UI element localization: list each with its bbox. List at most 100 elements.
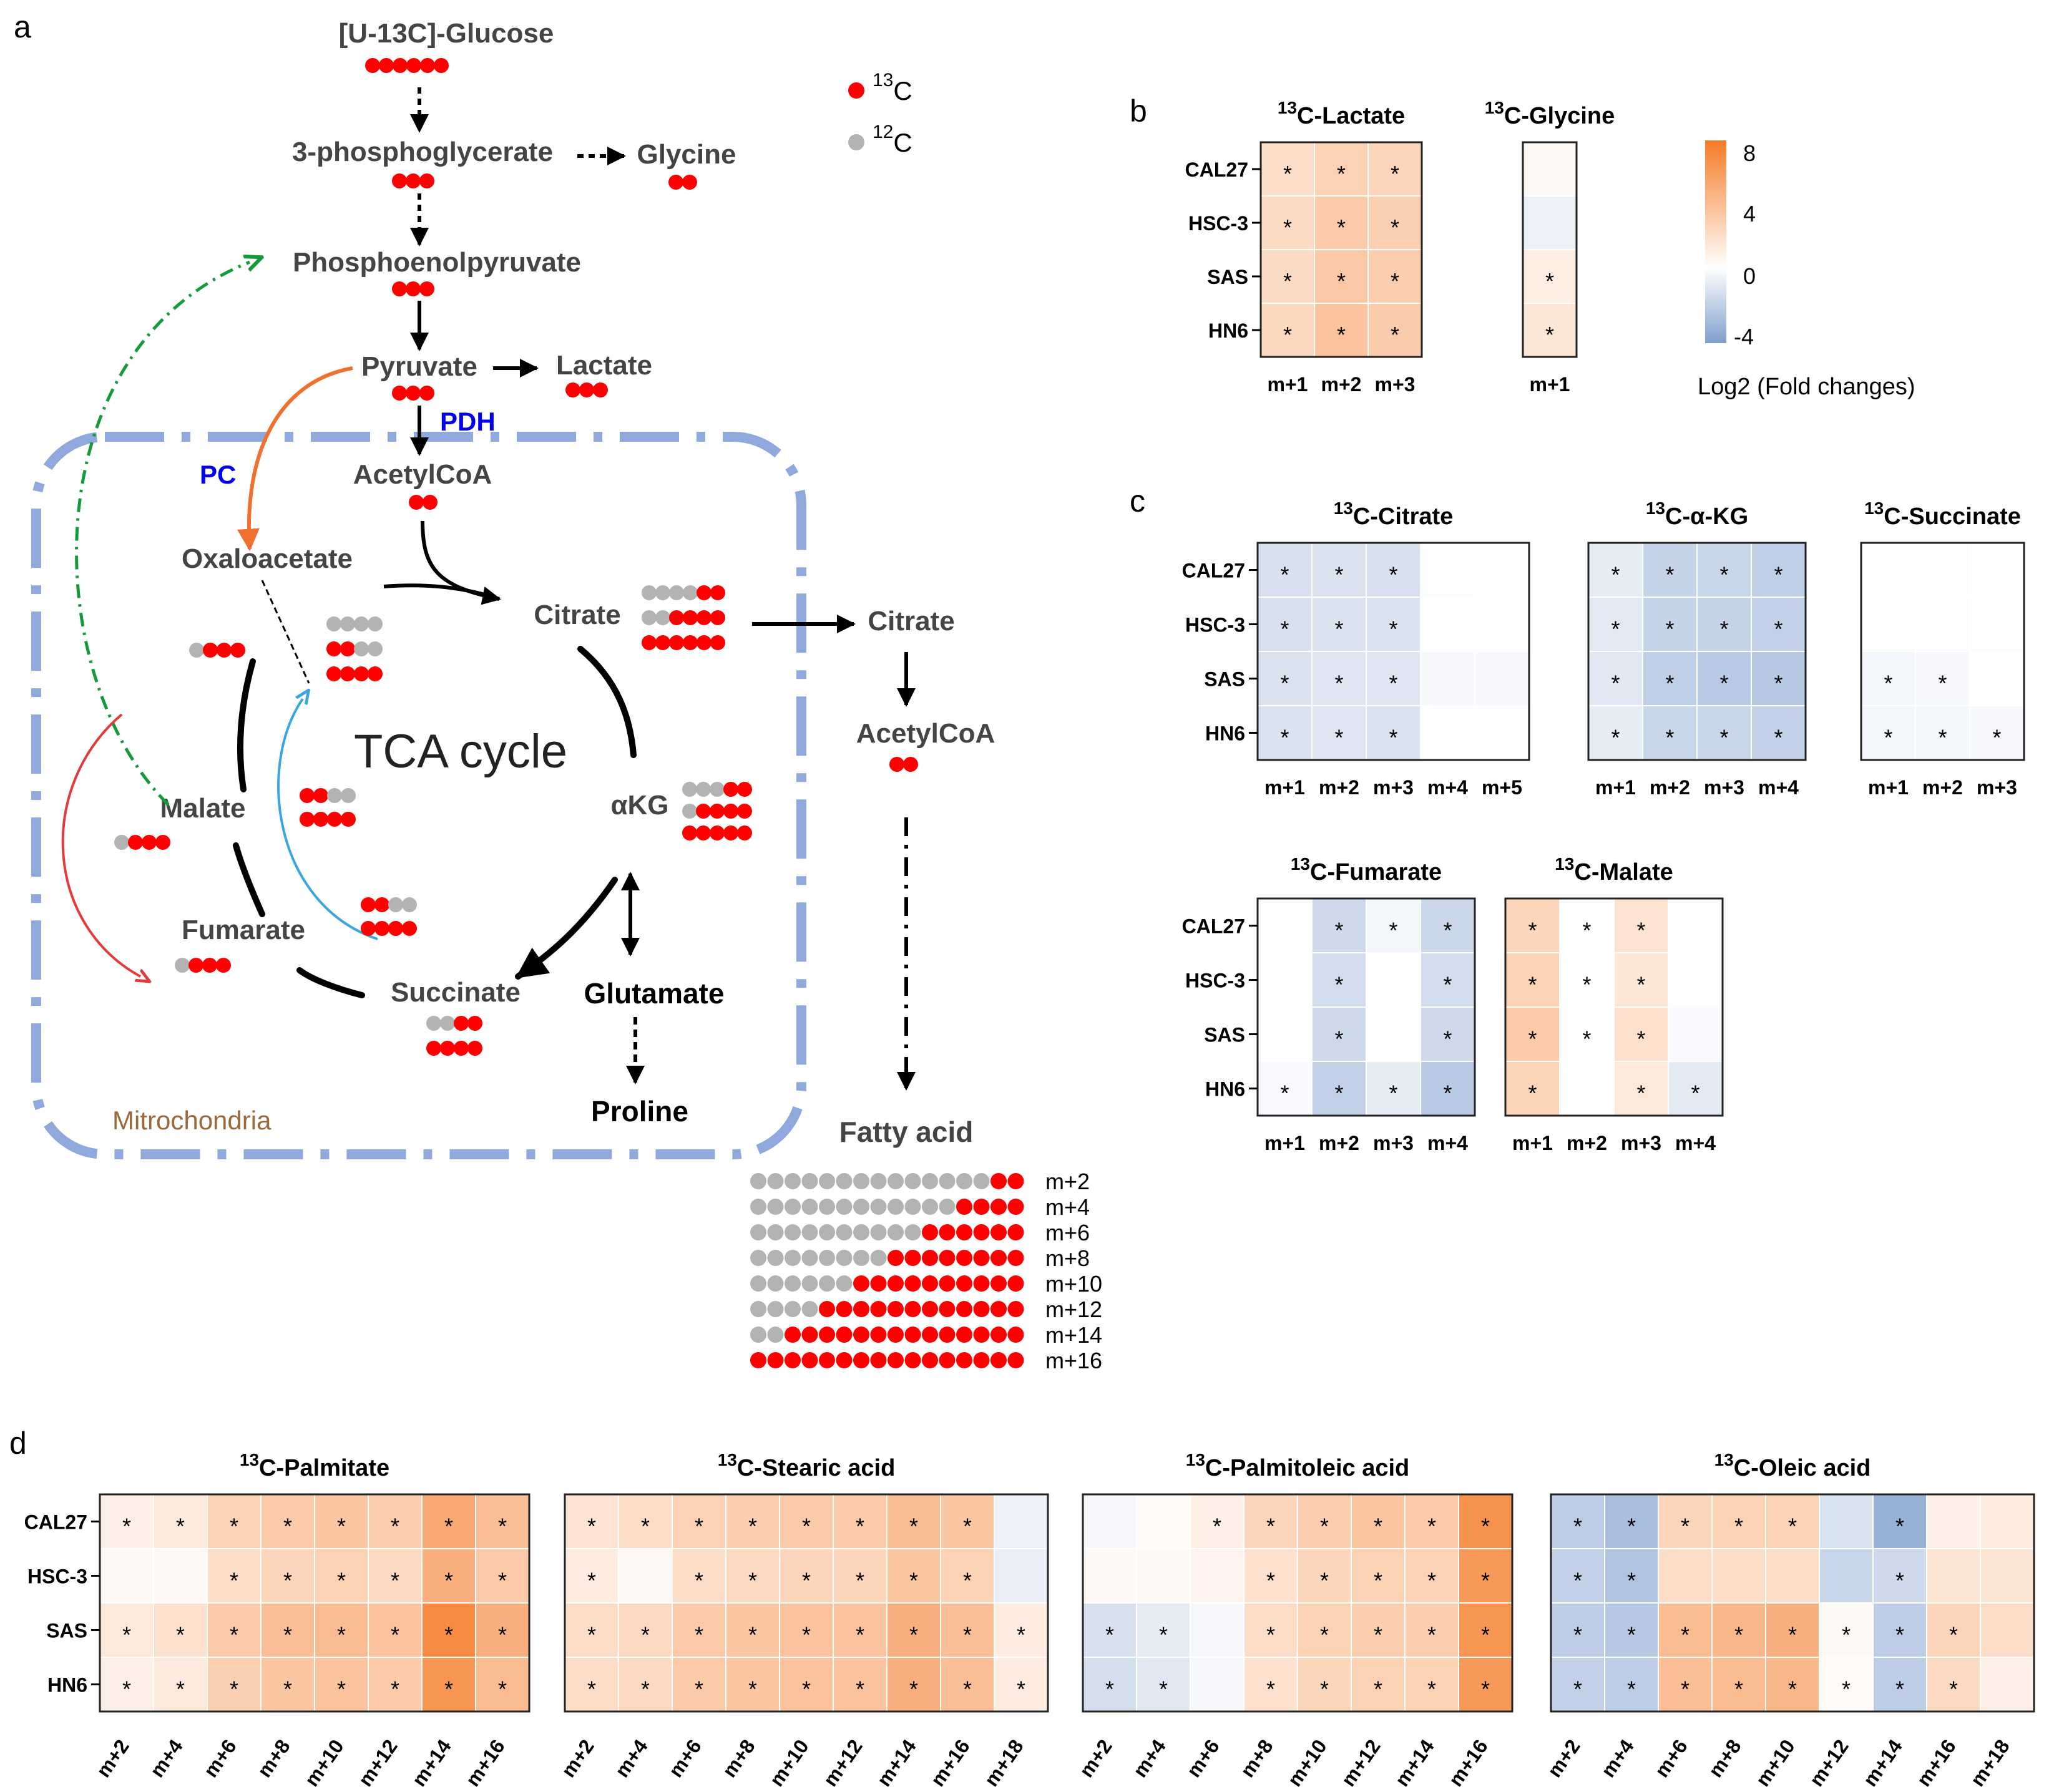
significance-star: * — [1788, 1622, 1797, 1648]
carbon-12-dot — [785, 1275, 801, 1292]
carbon-13-dot — [939, 1352, 956, 1368]
carbon-13-dot — [593, 382, 608, 397]
heatmap-cell — [1658, 1548, 1713, 1604]
heatmap-frame — [1550, 1493, 2035, 1713]
column-label: m+10 — [765, 1735, 813, 1790]
carbon-13-dot — [409, 495, 424, 510]
significance-star: * — [1734, 1514, 1743, 1539]
significance-star: * — [444, 1622, 453, 1648]
heatmap-cell — [886, 1548, 941, 1604]
carbon-13-dot — [710, 825, 725, 840]
column-label: m+14 — [1859, 1735, 1907, 1791]
carbon-12-dot — [767, 1199, 784, 1215]
row-label: CAL27 — [24, 1511, 87, 1534]
heatmap-cell — [1420, 597, 1475, 652]
carbon-13-dot — [327, 812, 342, 827]
heatmap-cell — [1604, 1602, 1659, 1658]
significance-star: * — [391, 1677, 399, 1702]
heatmap-cell — [1311, 952, 1367, 1008]
carbon-13-dot — [1007, 1224, 1024, 1240]
carbon-12-dot — [750, 1199, 766, 1215]
column-label: m+2 — [1567, 1132, 1607, 1154]
significance-star: * — [1691, 1081, 1699, 1106]
carbon-13-dot — [1007, 1173, 1024, 1189]
carbon-12-dot — [819, 1173, 835, 1189]
heatmap-cell — [1257, 597, 1313, 652]
heatmap-cell — [1711, 1657, 1766, 1712]
carbon-12-dot — [785, 1301, 801, 1317]
column-label: m+12 — [354, 1735, 402, 1790]
column-label: m+8 — [253, 1735, 295, 1781]
significance-star: * — [1895, 1677, 1904, 1702]
label-fumarate: Fumarate — [182, 915, 305, 945]
significance-star: * — [1528, 1026, 1537, 1052]
significance-star: * — [1159, 1677, 1168, 1702]
carbon-13-dot — [956, 1301, 972, 1317]
column-label: m+2 — [1319, 1132, 1359, 1154]
isotope-legend: 13C 12C — [848, 70, 912, 157]
carbon-12-dot — [801, 1301, 818, 1317]
heatmap-cell — [1260, 303, 1315, 358]
heatmap-cell — [314, 1548, 369, 1604]
carbon-13-dot — [904, 1327, 921, 1343]
significance-star: * — [1949, 1622, 1958, 1648]
panel-label-a: a — [14, 9, 31, 44]
significance-star: * — [1627, 1568, 1636, 1594]
heatmap-oleic: 13C-Oleic acid * * * * * * * * * * * * * * * * * * * * * * * * * m… — [1543, 1450, 2035, 1791]
carbon-13-dot — [419, 386, 434, 401]
column-label: m+16 — [461, 1735, 509, 1790]
significance-star: * — [283, 1514, 292, 1539]
heatmap-cell — [1915, 597, 1970, 652]
significance-star: * — [802, 1622, 811, 1648]
column-label: m+1 — [1512, 1132, 1553, 1154]
heatmap-succinate: 13C-Succinate * * * * * m+1 m+2 m+3 — [1860, 499, 2025, 799]
heatmap-cell — [1257, 1006, 1313, 1062]
heatmap-cell — [1243, 1548, 1298, 1604]
carbon-12-dot — [785, 1250, 801, 1266]
heatmap-cell — [994, 1548, 1049, 1604]
carbon-13-dot — [1007, 1301, 1024, 1317]
significance-star: * — [1280, 671, 1289, 696]
label-malate: Malate — [160, 793, 246, 824]
row-label: SAS — [46, 1620, 87, 1642]
tca-cycle-label: TCA cycle — [354, 725, 567, 778]
carbon-12-dot — [426, 1016, 441, 1031]
significance-star: * — [587, 1622, 596, 1648]
carbon-13-dot — [230, 643, 245, 658]
carbon-13-dot — [990, 1224, 1007, 1240]
significance-star: * — [1481, 1568, 1490, 1594]
significance-star: * — [1582, 918, 1591, 943]
carbon-13-dot — [368, 666, 383, 681]
heatmap-cell — [1404, 1602, 1459, 1658]
significance-star: * — [1017, 1677, 1025, 1702]
significance-star: * — [1213, 1514, 1221, 1539]
heatmap-cell — [153, 1494, 208, 1549]
column-label: m+4 — [1675, 1132, 1716, 1154]
heatmap-cell — [1861, 597, 1916, 652]
significance-star: * — [1266, 1568, 1275, 1594]
carbon-12-dot — [853, 1224, 869, 1240]
significance-star: * — [1582, 972, 1591, 998]
heatmap-cell — [1297, 1548, 1352, 1604]
heatmap-cell — [1926, 1494, 1981, 1549]
significance-star: * — [283, 1677, 292, 1702]
carbon-13-dot — [683, 635, 698, 650]
carbon-13-dot — [216, 958, 231, 973]
significance-star: * — [176, 1514, 185, 1539]
significance-star: * — [1017, 1622, 1025, 1648]
column-label: m+4 — [1128, 1735, 1170, 1781]
carbon-13-dot — [888, 1275, 904, 1292]
fatty-acid-isotopologue-label: m+6 — [1045, 1220, 1090, 1245]
carbon-13-dot — [903, 757, 918, 772]
significance-star: * — [1283, 268, 1292, 294]
carbon-13-dot — [341, 812, 356, 827]
heatmap-cell — [1351, 1548, 1406, 1604]
significance-star: * — [1391, 268, 1399, 294]
heatmap-cell — [1243, 1657, 1298, 1712]
column-label: m+12 — [819, 1735, 867, 1790]
carbon-13-dot — [188, 958, 203, 973]
significance-star: * — [1611, 562, 1620, 588]
carbon-13-dot — [354, 666, 369, 681]
carbon-12-dot — [710, 782, 725, 797]
significance-star: * — [1443, 918, 1452, 943]
